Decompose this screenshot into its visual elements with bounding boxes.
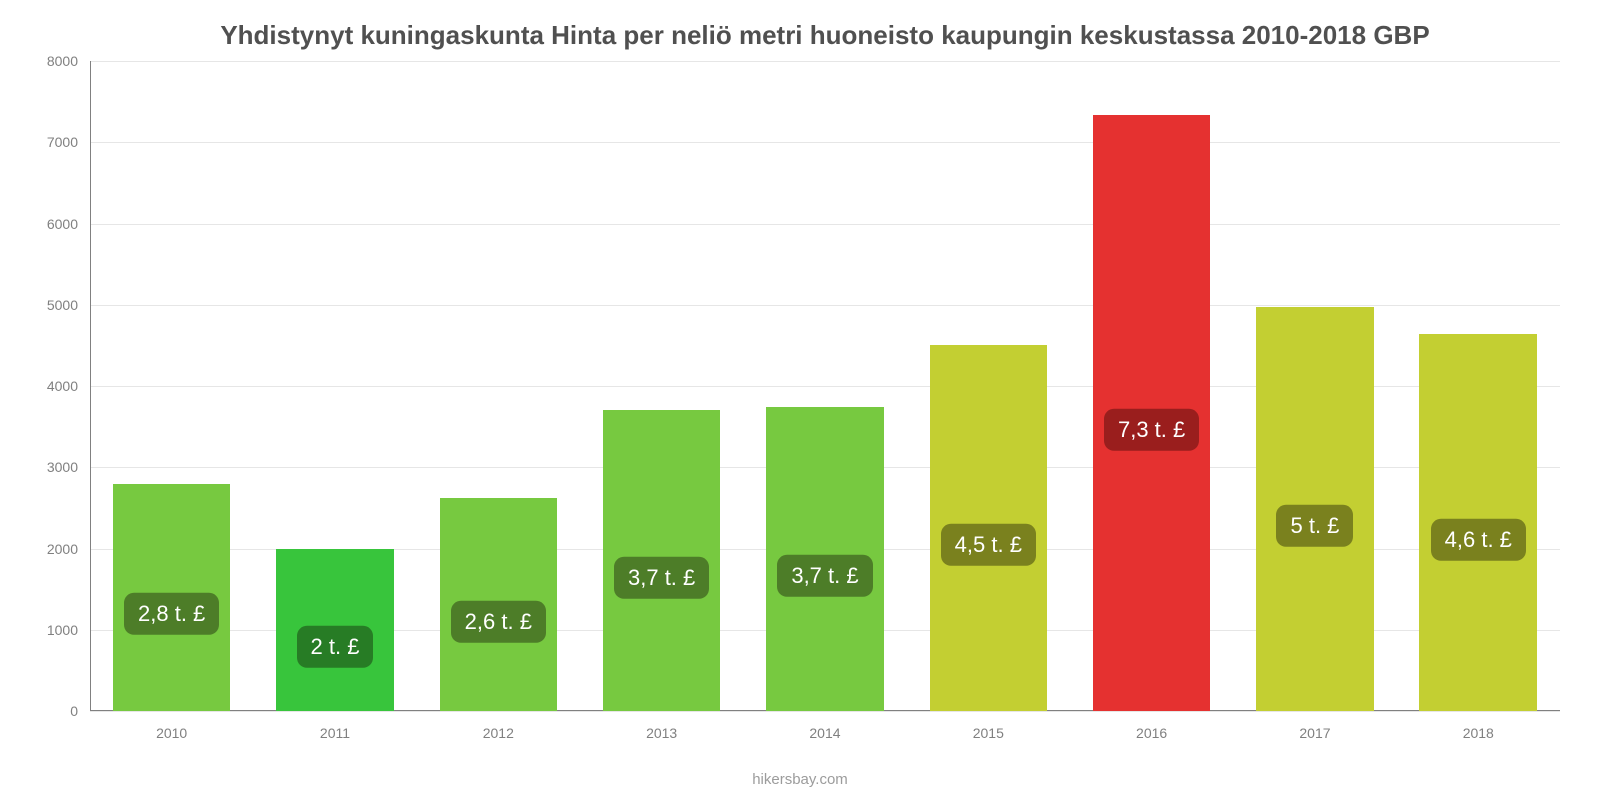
bar-value-label: 2,6 t. £ xyxy=(451,600,546,642)
x-tick-label: 2018 xyxy=(1463,711,1494,741)
bar-slot: 2,6 t. £2012 xyxy=(417,61,580,711)
bar: 4,5 t. £ xyxy=(930,345,1048,711)
x-tick-label: 2010 xyxy=(156,711,187,741)
bar: 2 t. £ xyxy=(276,549,394,712)
bars-container: 2,8 t. £20102 t. £20112,6 t. £20123,7 t.… xyxy=(90,61,1560,711)
bar-value-label: 2 t. £ xyxy=(297,626,374,668)
x-tick-label: 2014 xyxy=(809,711,840,741)
bar-slot: 4,5 t. £2015 xyxy=(907,61,1070,711)
bar-value-label: 3,7 t. £ xyxy=(614,556,709,598)
y-tick-label: 8000 xyxy=(47,53,90,69)
bar: 3,7 t. £ xyxy=(766,407,884,711)
bar: 4,6 t. £ xyxy=(1419,334,1537,711)
source-label: hikersbay.com xyxy=(0,771,1600,788)
bar-value-label: 5 t. £ xyxy=(1276,505,1353,547)
bar: 2,6 t. £ xyxy=(440,498,558,711)
bar: 5 t. £ xyxy=(1256,307,1374,711)
bar-chart: Yhdistynyt kuningaskunta Hinta per neliö… xyxy=(0,0,1600,800)
bar-slot: 3,7 t. £2014 xyxy=(743,61,906,711)
y-tick-label: 1000 xyxy=(47,622,90,638)
y-tick-label: 6000 xyxy=(47,216,90,232)
x-tick-label: 2016 xyxy=(1136,711,1167,741)
bar: 3,7 t. £ xyxy=(603,410,721,711)
bar-slot: 4,6 t. £2018 xyxy=(1397,61,1560,711)
bar-slot: 2,8 t. £2010 xyxy=(90,61,253,711)
y-tick-label: 2000 xyxy=(47,541,90,557)
bar-value-label: 3,7 t. £ xyxy=(777,555,872,597)
bar-value-label: 4,6 t. £ xyxy=(1431,518,1526,560)
chart-title: Yhdistynyt kuningaskunta Hinta per neliö… xyxy=(90,20,1560,51)
y-tick-label: 4000 xyxy=(47,378,90,394)
plot-area: 010002000300040005000600070008000 2,8 t.… xyxy=(90,61,1560,711)
x-tick-label: 2012 xyxy=(483,711,514,741)
bar-slot: 3,7 t. £2013 xyxy=(580,61,743,711)
y-tick-label: 5000 xyxy=(47,297,90,313)
bar: 7,3 t. £ xyxy=(1093,115,1211,711)
bar-value-label: 2,8 t. £ xyxy=(124,593,219,635)
y-tick-label: 0 xyxy=(70,703,90,719)
bar-slot: 7,3 t. £2016 xyxy=(1070,61,1233,711)
bar-value-label: 4,5 t. £ xyxy=(941,524,1036,566)
x-tick-label: 2011 xyxy=(320,711,350,741)
bar: 2,8 t. £ xyxy=(113,484,231,712)
y-tick-label: 3000 xyxy=(47,459,90,475)
y-tick-label: 7000 xyxy=(47,134,90,150)
bar-slot: 2 t. £2011 xyxy=(253,61,416,711)
x-tick-label: 2017 xyxy=(1299,711,1330,741)
x-tick-label: 2015 xyxy=(973,711,1004,741)
bar-value-label: 7,3 t. £ xyxy=(1104,409,1199,451)
bar-slot: 5 t. £2017 xyxy=(1233,61,1396,711)
x-tick-label: 2013 xyxy=(646,711,677,741)
